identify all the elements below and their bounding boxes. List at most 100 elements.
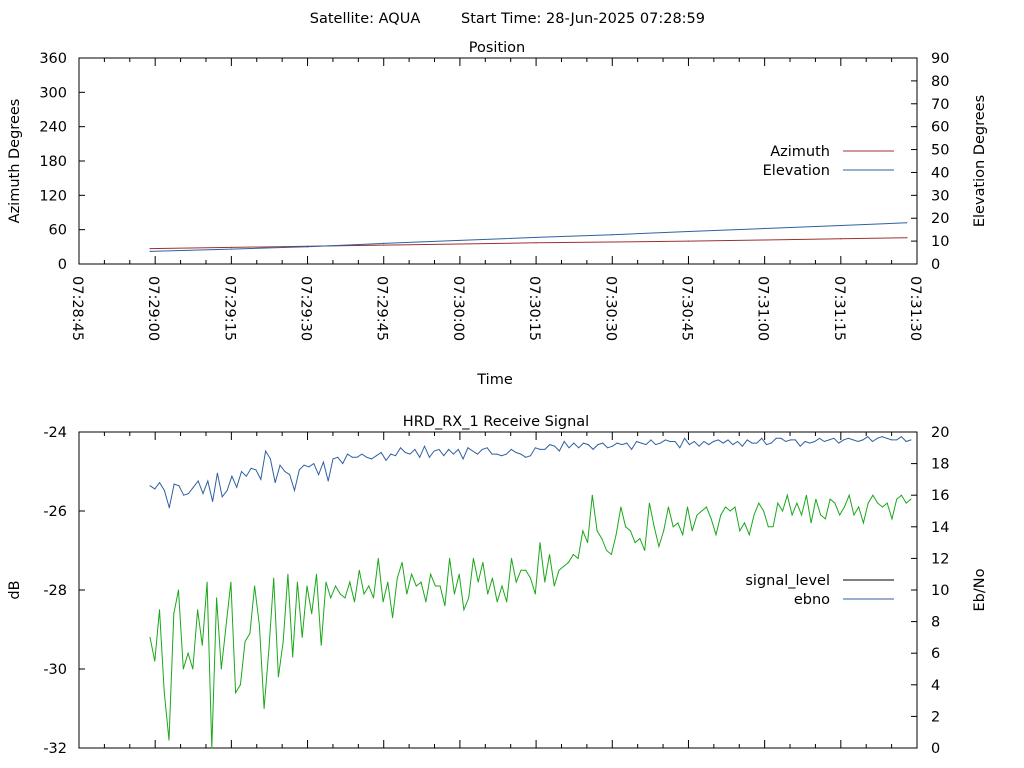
signal-point-ebno <box>534 447 536 449</box>
signal-point-ebno <box>823 440 825 442</box>
signal-point-ebno <box>799 445 801 447</box>
signal-point-ebno <box>395 455 397 457</box>
signal-point-signal-level <box>368 585 370 587</box>
signal-point-signal-level <box>296 581 298 583</box>
satellite-label: Satellite: AQUA <box>310 11 421 27</box>
signal-point-signal-level <box>334 585 336 587</box>
signal-point-ebno <box>563 440 565 442</box>
signal-point-signal-level <box>268 648 270 650</box>
signal-point-signal-level <box>149 636 151 638</box>
position-x-tick-label: 07:30:00 <box>450 276 466 341</box>
signal-point-signal-level <box>249 632 251 634</box>
signal-point-signal-level <box>691 530 693 532</box>
signal-point-signal-level <box>839 514 841 516</box>
signal-point-signal-level <box>801 514 803 516</box>
signal-point-signal-level <box>387 581 389 583</box>
signal-point-signal-level <box>634 542 636 544</box>
position-y-left-tick-label: 300 <box>39 85 67 101</box>
signal-point-ebno <box>515 452 517 454</box>
signal-point-ebno <box>592 448 594 450</box>
signal-point-ebno <box>192 486 194 488</box>
signal-point-signal-level <box>477 581 479 583</box>
position-y-left-label: Azimuth Degrees <box>7 99 23 224</box>
signal-point-ebno <box>472 450 474 452</box>
position-y-right-tick-label: 20 <box>931 211 949 227</box>
signal-point-ebno <box>746 439 748 441</box>
signal-point-signal-level <box>672 526 674 528</box>
signal-point-signal-level <box>644 550 646 551</box>
signal-point-ebno <box>660 442 662 444</box>
signal-series-signal-level <box>149 493 912 749</box>
signal-point-ebno <box>361 453 363 455</box>
signal-point-signal-level <box>173 613 175 615</box>
signal-point-signal-level <box>206 581 208 583</box>
position-point-elevation <box>383 242 385 244</box>
signal-point-ebno <box>688 444 690 446</box>
signal-chart-title: HRD_RX_1 Receive Signal <box>403 414 589 430</box>
signal-point-signal-level <box>686 506 688 508</box>
position-point-azimuth <box>906 237 908 239</box>
signal-point-ebno <box>332 458 334 460</box>
signal-point-signal-level <box>791 514 793 516</box>
signal-y-left-tick-label: -28 <box>43 583 67 599</box>
position-y-left-tick-label: 60 <box>49 223 67 239</box>
signal-point-ebno <box>847 437 849 439</box>
signal-point-signal-level <box>420 581 422 583</box>
position-x-tick-label: 07:29:45 <box>374 276 390 341</box>
signal-point-ebno <box>578 447 580 449</box>
signal-point-signal-level <box>263 708 265 709</box>
signal-point-ebno <box>587 444 589 446</box>
signal-point-signal-level <box>216 597 218 599</box>
position-x-tick-label: 07:29:30 <box>298 276 314 341</box>
position-y-left-tick-label: 0 <box>58 257 67 273</box>
signal-point-ebno <box>640 442 642 444</box>
signal-point-ebno <box>886 437 888 439</box>
signal-point-signal-level <box>439 585 441 587</box>
signal-point-ebno <box>708 444 710 446</box>
signal-point-signal-level <box>549 553 551 555</box>
signal-point-signal-level <box>468 597 470 599</box>
signal-point-ebno <box>327 480 329 482</box>
signal-point-signal-level <box>453 593 455 595</box>
signal-point-signal-level <box>230 581 232 583</box>
signal-point-ebno <box>703 440 705 442</box>
signal-point-signal-level <box>434 585 436 587</box>
position-y-right-tick-label: 50 <box>931 143 949 159</box>
signal-legend-label: ebno <box>794 592 830 608</box>
signal-point-signal-level <box>739 530 741 532</box>
signal-point-ebno <box>424 445 426 447</box>
signal-point-signal-level <box>677 522 679 524</box>
signal-point-ebno <box>722 442 724 444</box>
signal-point-signal-level <box>401 561 403 563</box>
signal-point-signal-level <box>886 502 888 504</box>
position-x-tick-label: 07:28:45 <box>69 276 85 341</box>
signal-point-signal-level <box>734 506 736 508</box>
signal-point-ebno <box>371 458 373 460</box>
signal-point-signal-level <box>406 593 408 595</box>
signal-point-ebno <box>814 440 816 442</box>
position-point-azimuth <box>764 239 766 241</box>
signal-point-ebno <box>269 458 271 460</box>
position-x-label: Time <box>476 372 513 388</box>
signal-point-signal-level <box>872 494 874 496</box>
signal-point-signal-level <box>658 546 660 548</box>
signal-point-signal-level <box>159 609 161 611</box>
signal-point-signal-level <box>653 526 655 528</box>
signal-point-signal-level <box>168 739 170 741</box>
signal-point-ebno <box>881 436 883 438</box>
signal-point-signal-level <box>867 502 869 504</box>
signal-y-left-tick-label: -24 <box>43 425 67 441</box>
position-y-left-tick-label: 120 <box>39 188 67 204</box>
signal-point-signal-level <box>767 526 769 528</box>
signal-point-ebno <box>212 501 214 503</box>
position-y-right-tick-label: 0 <box>931 257 940 273</box>
signal-point-signal-level <box>325 581 327 583</box>
signal-point-signal-level <box>582 530 584 532</box>
signal-point-ebno <box>679 447 681 449</box>
signal-point-ebno <box>356 456 358 458</box>
position-series-azimuth <box>150 237 907 250</box>
signal-point-ebno <box>770 442 772 444</box>
signal-point-ebno <box>910 439 912 441</box>
signal-point-signal-level <box>758 502 760 504</box>
signal-point-ebno <box>279 464 281 466</box>
